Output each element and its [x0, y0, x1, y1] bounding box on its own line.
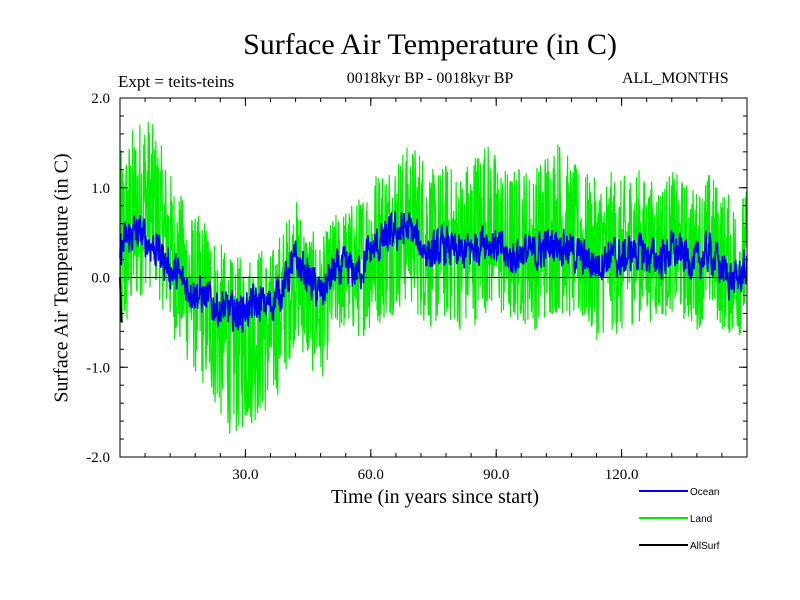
y-tick-label: -2.0: [86, 450, 110, 466]
legend-label-allsurf: AllSurf: [690, 541, 720, 552]
x-tick-label: 30.0: [232, 467, 258, 483]
x-tick-label: 120.0: [605, 467, 639, 483]
chart-title: Surface Air Temperature (in C): [243, 28, 617, 61]
legend-label-ocean: Ocean: [690, 487, 719, 498]
y-tick-label: 2.0: [91, 91, 110, 107]
period-label: 0018kyr BP - 0018kyr BP: [346, 70, 514, 87]
y-tick-label: -1.0: [86, 360, 110, 376]
months-label: ALL_MONTHS: [622, 70, 729, 87]
legend: Ocean Land AllSurf: [639, 487, 720, 552]
x-axis-label: Time (in years since start): [330, 486, 540, 508]
legend-label-land: Land: [690, 514, 712, 525]
series-line-ocean: [119, 211, 748, 333]
y-tick-label: 1.0: [91, 181, 110, 197]
experiment-label: Expt = teits-teins: [118, 72, 235, 91]
x-tick-label: 60.0: [358, 467, 384, 483]
series-line-land: [119, 121, 748, 434]
x-tick-label: 90.0: [483, 467, 509, 483]
y-tick-label: 0.0: [91, 271, 110, 287]
